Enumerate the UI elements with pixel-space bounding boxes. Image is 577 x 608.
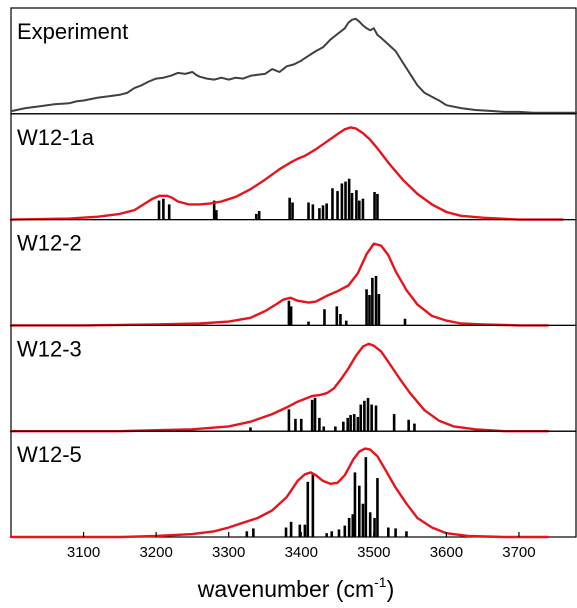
panel-w12-1a: W12-1a xyxy=(9,113,577,221)
x-axis-title-superscript: -1 xyxy=(374,574,387,590)
experiment-curve xyxy=(11,17,577,114)
simulated-curve xyxy=(9,242,550,327)
x-tick-label: 3200 xyxy=(139,544,172,561)
x-tick-label: 3500 xyxy=(357,544,390,561)
x-tick-label: 3100 xyxy=(67,544,100,561)
panel-frame xyxy=(10,430,577,538)
panel-experiment: Experiment xyxy=(10,7,577,115)
panel-frame xyxy=(10,324,577,432)
panel-w12-3: W12-3 xyxy=(9,324,577,433)
panel-label: W12-2 xyxy=(17,231,82,256)
x-axis-title: wavenumber (cm-1) xyxy=(197,574,395,602)
x-tick-label: 3700 xyxy=(502,544,535,561)
panel-label: W12-5 xyxy=(17,442,82,467)
x-tick-label: 3400 xyxy=(285,544,318,561)
simulated-curve xyxy=(9,447,550,539)
x-axis-title-close: ) xyxy=(387,576,395,602)
x-axis: 3100 3200 3300 3400 3500 3600 3700 xyxy=(67,532,536,561)
panel-w12-5: W12-5 xyxy=(9,430,577,539)
panel-label: W12-1a xyxy=(17,125,95,150)
simulated-curve xyxy=(9,342,550,433)
panel-w12-2: W12-2 xyxy=(9,219,577,327)
spectra-panels: Experiment W12-1a W12-2 W12-3 W12-5 xyxy=(9,7,577,539)
panel-label: W12-3 xyxy=(17,336,82,361)
simulated-curve xyxy=(9,126,564,221)
x-tick-label: 3300 xyxy=(212,544,245,561)
x-tick-label: 3600 xyxy=(430,544,463,561)
panel-frame xyxy=(10,219,577,327)
panel-label: Experiment xyxy=(17,19,128,44)
x-axis-title-text: wavenumber (cm xyxy=(197,576,374,602)
